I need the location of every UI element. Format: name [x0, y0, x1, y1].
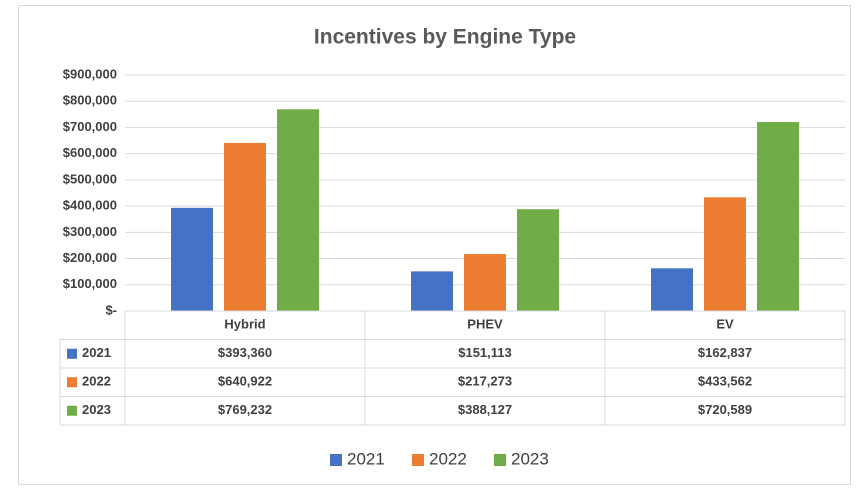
table-cell: $393,360 [218, 345, 272, 360]
table-cell: $388,127 [458, 402, 512, 417]
y-tick-label: $100,000 [63, 276, 117, 291]
y-tick-label: $- [105, 302, 117, 317]
table-cell: $433,562 [698, 374, 752, 389]
table-row-label: 2022 [82, 374, 111, 389]
y-tick-label: $600,000 [63, 145, 117, 160]
legend-key [330, 454, 342, 466]
table-cell: $769,232 [218, 402, 272, 417]
table-cell: $162,837 [698, 345, 752, 360]
bar [171, 207, 213, 311]
table-header: Hybrid [224, 317, 265, 332]
legend-key [412, 454, 424, 466]
bar [517, 209, 559, 311]
y-tick-label: $800,000 [63, 93, 117, 108]
bar [277, 109, 319, 311]
y-tick-label: $300,000 [63, 224, 117, 239]
bar [704, 197, 746, 311]
y-tick-label: $700,000 [63, 119, 117, 134]
bar [464, 254, 506, 311]
legend-label: 2023 [511, 449, 549, 468]
table-legend-key [67, 377, 77, 388]
table-header: EV [716, 317, 734, 332]
table-legend-key [67, 405, 77, 416]
bar [757, 122, 799, 311]
y-tick-label: $200,000 [63, 250, 117, 265]
table-row-label: 2021 [82, 345, 111, 360]
table-cell: $640,922 [218, 374, 272, 389]
table-header: PHEV [467, 317, 503, 332]
table-cell: $217,273 [458, 374, 512, 389]
table-cell: $151,113 [458, 345, 512, 360]
legend-label: 2021 [347, 449, 385, 468]
bar [411, 271, 453, 311]
table-cell: $720,589 [698, 402, 752, 417]
y-tick-label: $900,000 [63, 66, 117, 81]
y-tick-label: $500,000 [63, 171, 117, 186]
legend-label: 2022 [429, 449, 467, 468]
bar [224, 142, 266, 311]
y-tick-label: $400,000 [63, 198, 117, 213]
legend-key [494, 454, 506, 466]
table-legend-key [67, 348, 77, 359]
bar [651, 268, 693, 311]
table-row-label: 2023 [82, 402, 111, 417]
chart-title: Incentives by Engine Type [314, 26, 576, 49]
